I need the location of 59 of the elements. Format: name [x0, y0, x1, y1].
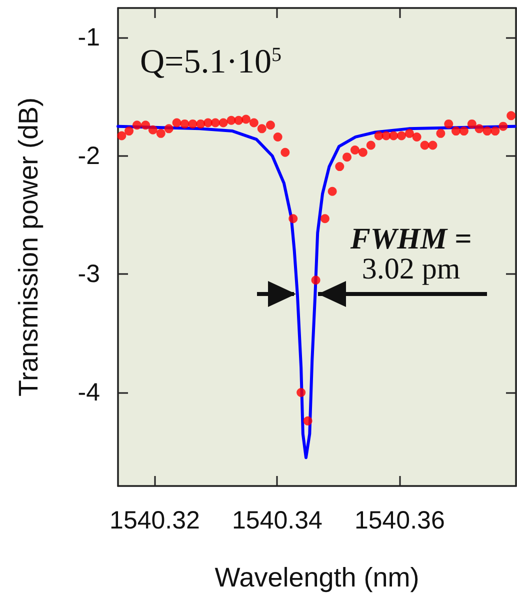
- point: [335, 162, 344, 172]
- point: [141, 120, 150, 130]
- point: [156, 128, 166, 138]
- x-axis-title: Wavelength (nm): [214, 562, 420, 592]
- point: [296, 388, 306, 398]
- point: [218, 118, 228, 128]
- point: [382, 131, 391, 140]
- point: [397, 131, 406, 140]
- point: [328, 186, 337, 196]
- point: [196, 119, 206, 128]
- y-tick-label: -3: [78, 260, 100, 288]
- y-tick-label: -2: [78, 142, 100, 170]
- point: [412, 132, 422, 142]
- point: [280, 148, 290, 157]
- point: [288, 214, 298, 224]
- x-tick-label: 1540.34: [232, 506, 322, 534]
- point: [180, 119, 190, 128]
- point: [266, 120, 275, 130]
- point: [311, 276, 320, 285]
- point: [117, 131, 126, 140]
- point: [172, 118, 182, 128]
- point: [420, 140, 430, 150]
- annotation: FWHM = 3.02 pm: [349, 222, 472, 286]
- point: [234, 116, 244, 125]
- point: [428, 140, 438, 150]
- x-tick-label: 1540.36: [354, 506, 445, 534]
- point: [366, 140, 376, 150]
- x-tick-label: 1540.32: [110, 506, 200, 534]
- point: [444, 119, 454, 128]
- point: [389, 131, 398, 140]
- point: [188, 119, 198, 128]
- point: [482, 126, 492, 136]
- point: [459, 126, 468, 136]
- point: [241, 114, 250, 124]
- point: [436, 128, 446, 138]
- point: [474, 124, 484, 134]
- point: [320, 214, 330, 224]
- point: [257, 124, 266, 134]
- point: [249, 118, 258, 128]
- point: [124, 126, 134, 136]
- point: [498, 122, 508, 131]
- point: [164, 124, 174, 134]
- y-tick-label: -1: [78, 24, 100, 52]
- point: [350, 145, 360, 154]
- point: [452, 126, 460, 136]
- point: [467, 119, 476, 128]
- point: [506, 111, 516, 120]
- point: [210, 118, 220, 128]
- point: [204, 118, 213, 128]
- point: [303, 416, 312, 426]
- point: [490, 126, 500, 136]
- point: [132, 120, 142, 130]
- point: [148, 125, 158, 134]
- point: [342, 152, 352, 162]
- point: [273, 132, 282, 142]
- point: [358, 148, 368, 157]
- point: [404, 128, 414, 138]
- y-axis-title: Transmission power (dB): [14, 97, 44, 397]
- y-tick-label: -4: [78, 378, 100, 407]
